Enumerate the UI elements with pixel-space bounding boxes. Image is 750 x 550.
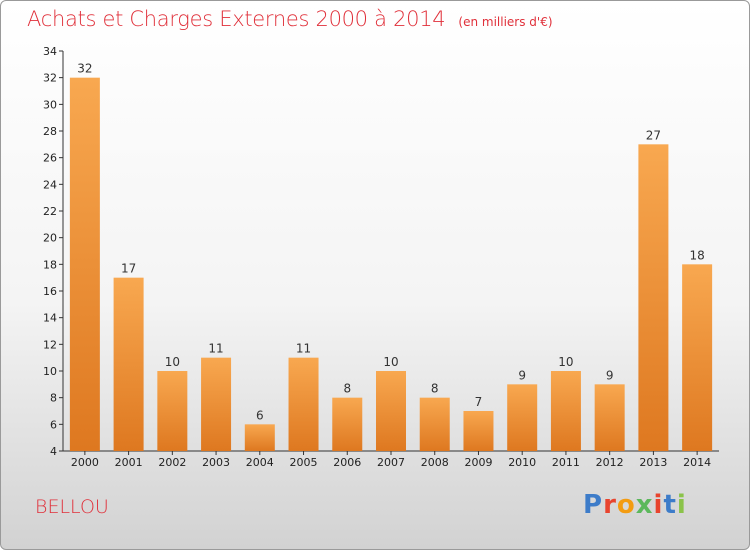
x-tick-label: 2000 <box>71 456 99 469</box>
bar <box>201 357 232 451</box>
logo-letter: i <box>676 490 687 520</box>
commune-name: BELLOU <box>35 496 109 518</box>
proxiti-logo: Proxiti <box>583 490 687 520</box>
y-tick-label: 16 <box>43 285 57 298</box>
bar-value-label: 17 <box>121 262 136 276</box>
bar <box>113 277 144 451</box>
bar-value-label: 11 <box>296 342 311 356</box>
x-tick-label: 2010 <box>508 456 536 469</box>
bar <box>550 371 581 451</box>
bar <box>244 424 275 451</box>
chart-title: Achats et Charges Externes 2000 à 2014 <box>27 7 446 31</box>
bar <box>69 77 100 452</box>
bar-value-label: 8 <box>431 382 439 396</box>
x-tick-label: 2013 <box>639 456 667 469</box>
bar <box>288 357 319 451</box>
y-tick-label: 34 <box>43 45 57 58</box>
logo-letter: t <box>663 490 677 520</box>
bar-value-label: 7 <box>475 395 483 409</box>
x-axis: 2000 2001 2002 2003 2004 2005 2006 2007 2008 2009… <box>63 450 719 469</box>
y-tick-label: 8 <box>50 392 57 405</box>
x-tick-label: 2008 <box>421 456 449 469</box>
bar-value-label: 11 <box>208 342 223 356</box>
x-tick-label: 2002 <box>158 456 186 469</box>
y-tick-label: 28 <box>43 125 57 138</box>
x-tick-label: 2001 <box>115 456 143 469</box>
bar <box>376 371 406 451</box>
x-tick-label: 2012 <box>596 456 624 469</box>
y-tick-label: 24 <box>43 178 57 191</box>
bar-value-label: 9 <box>606 368 614 382</box>
bar-value-label: 9 <box>518 368 526 382</box>
logo-letter: r <box>603 490 617 520</box>
y-tick-label: 10 <box>43 365 57 378</box>
chart-unit: (en milliers d'€) <box>458 15 553 29</box>
bar-value-label: 6 <box>256 408 264 422</box>
bar-value-label: 10 <box>558 355 573 369</box>
x-tick-label: 2005 <box>290 456 318 469</box>
logo-letter: i <box>653 490 664 520</box>
x-tick-label: 2007 <box>377 456 405 469</box>
chart-title-block: Achats et Charges Externes 2000 à 2014 (… <box>27 7 553 31</box>
x-tick-label: 2014 <box>683 456 711 469</box>
bar <box>507 384 538 451</box>
y-tick-label: 12 <box>43 338 57 351</box>
x-tick-label: 2003 <box>202 456 230 469</box>
bar-value-label: 10 <box>165 355 180 369</box>
bar <box>594 384 625 451</box>
bar <box>682 264 713 451</box>
y-tick-label: 30 <box>43 98 57 111</box>
bar <box>463 411 494 451</box>
y-axis: 4 6 8 10 12 14 16 18 20 22 24 26 28 30 32 34 <box>43 45 64 458</box>
bars: 32 17 10 11 6 11 8 10 8 7 9 10 9 27 18 <box>69 62 713 452</box>
x-tick-label: 2006 <box>333 456 361 469</box>
y-tick-label: 32 <box>43 72 57 85</box>
logo-letter: x <box>635 490 654 520</box>
bar-value-label: 32 <box>77 62 92 76</box>
bar <box>638 144 669 452</box>
bar-value-label: 10 <box>383 355 398 369</box>
x-tick-label: 2004 <box>246 456 274 469</box>
bar <box>419 397 450 451</box>
y-tick-label: 6 <box>50 418 57 431</box>
y-tick-label: 20 <box>43 232 57 245</box>
y-tick-label: 18 <box>43 258 57 271</box>
x-tick-label: 2011 <box>552 456 580 469</box>
logo-letter: o <box>616 490 636 520</box>
x-tick-label: 2009 <box>464 456 492 469</box>
bar <box>332 397 363 451</box>
bar-value-label: 8 <box>343 382 351 396</box>
bar-value-label: 27 <box>646 128 661 142</box>
y-tick-label: 22 <box>43 205 57 218</box>
bar-value-label: 18 <box>689 248 704 262</box>
bar <box>157 371 188 451</box>
logo-letter: P <box>583 490 604 520</box>
y-tick-label: 4 <box>50 445 57 458</box>
y-tick-label: 14 <box>43 312 57 325</box>
y-tick-label: 26 <box>43 152 57 165</box>
